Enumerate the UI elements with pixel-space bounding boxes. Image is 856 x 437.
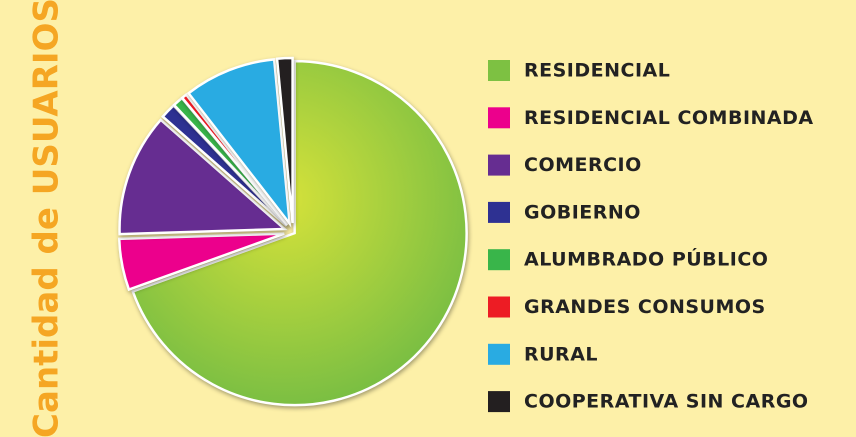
pie-slice — [186, 58, 292, 228]
legend-label: GOBIERNO — [524, 201, 641, 223]
legend-label: COOPERATIVA SIN CARGO — [524, 391, 809, 413]
pie-slice — [275, 56, 294, 224]
legend-swatch — [488, 107, 510, 129]
legend-label: RESIDENCIAL — [524, 60, 670, 82]
pie-slice — [118, 118, 288, 236]
legend-label: GRANDES CONSUMOS — [524, 296, 766, 318]
legend-swatch — [488, 249, 510, 271]
pie — [117, 56, 468, 407]
legend-swatch — [488, 60, 510, 81]
legend-swatch — [488, 296, 510, 318]
pie-slice — [180, 92, 289, 226]
pie-slice — [131, 59, 468, 407]
legend-swatch — [488, 201, 510, 223]
legend-swatch — [488, 154, 510, 176]
legend-label: RESIDENCIAL COMBINADA — [524, 107, 814, 129]
legend-label: COMERCIO — [524, 154, 642, 176]
legend-swatch — [488, 391, 510, 413]
legend-label: RURAL — [524, 343, 598, 365]
legend: RESIDENCIAL RESIDENCIAL COMBINADA COMERCIO… — [488, 60, 814, 413]
pie-slice — [117, 232, 285, 292]
legend-swatch — [488, 343, 510, 365]
legend-label: ALUMBRADO PÚBLICO — [524, 247, 768, 271]
chart-title: Cantidad de USUARIOS — [27, 0, 67, 437]
